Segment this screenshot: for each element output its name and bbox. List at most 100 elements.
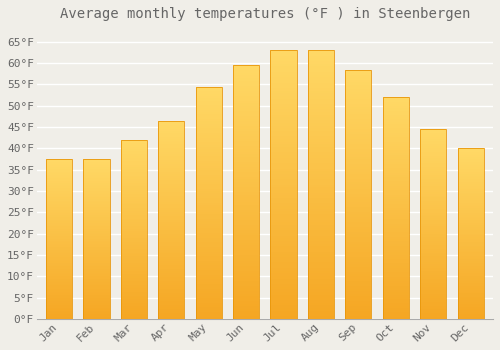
Bar [233,240,260,243]
Bar [346,267,372,269]
Bar [346,309,372,312]
Bar [158,156,184,158]
Bar [233,291,260,294]
Bar [458,167,483,169]
Bar [420,254,446,256]
Bar [196,124,222,126]
Bar [346,301,372,304]
Bar [420,167,446,169]
Bar [84,281,110,282]
Bar [158,270,184,271]
Bar [420,141,446,142]
Bar [46,210,72,212]
Bar [233,68,260,70]
Bar [270,287,296,289]
Bar [196,284,222,286]
Bar [346,234,372,237]
Bar [308,53,334,56]
Bar [346,162,372,164]
Bar [233,281,260,284]
Bar [346,90,372,92]
Bar [46,250,72,252]
Bar [158,134,184,136]
Bar [233,316,260,319]
Bar [196,270,222,272]
Bar [121,204,147,206]
Bar [346,167,372,169]
Bar [84,180,110,181]
Bar [270,209,296,211]
Bar [121,228,147,229]
Bar [121,229,147,231]
Bar [84,258,110,260]
Bar [121,145,147,147]
Bar [270,230,296,233]
Bar [420,304,446,306]
Bar [121,192,147,194]
Bar [196,233,222,235]
Bar [420,239,446,241]
Bar [458,273,483,274]
Bar [270,190,296,193]
Bar [270,219,296,222]
Bar [158,295,184,297]
Bar [346,209,372,212]
Bar [46,292,72,293]
Bar [308,142,334,144]
Bar [308,262,334,265]
Bar [46,248,72,250]
Bar [84,288,110,290]
Bar [46,180,72,181]
Bar [270,88,296,91]
Bar [458,256,483,258]
Bar [382,284,409,286]
Bar [84,166,110,167]
Bar [420,211,446,213]
Bar [196,142,222,145]
Bar [270,198,296,201]
Bar [121,317,147,319]
Bar [308,155,334,158]
Bar [158,253,184,256]
Bar [382,210,409,212]
Bar [308,120,334,123]
Bar [382,181,409,184]
Bar [196,228,222,231]
Bar [84,233,110,234]
Bar [420,237,446,239]
Bar [270,147,296,150]
Bar [121,185,147,187]
Bar [233,184,260,187]
Bar [121,152,147,154]
Bar [458,295,483,297]
Bar [46,313,72,314]
Bar [233,238,260,240]
Bar [346,204,372,207]
Bar [158,206,184,208]
Bar [233,98,260,101]
Bar [346,137,372,139]
Bar [382,244,409,246]
Bar [84,287,110,288]
Bar [196,138,222,140]
Bar [233,126,260,129]
Bar [46,247,72,248]
Bar [270,102,296,104]
Bar [158,123,184,125]
Bar [308,254,334,257]
Bar [346,149,372,152]
Bar [84,196,110,197]
Bar [458,193,483,195]
Bar [308,238,334,241]
Bar [46,228,72,229]
Bar [420,178,446,181]
Bar [158,121,184,123]
Bar [458,274,483,276]
Bar [270,163,296,166]
Bar [308,209,334,211]
Bar [158,303,184,305]
Bar [420,288,446,290]
Bar [46,257,72,258]
Bar [158,261,184,264]
Bar [382,139,409,142]
